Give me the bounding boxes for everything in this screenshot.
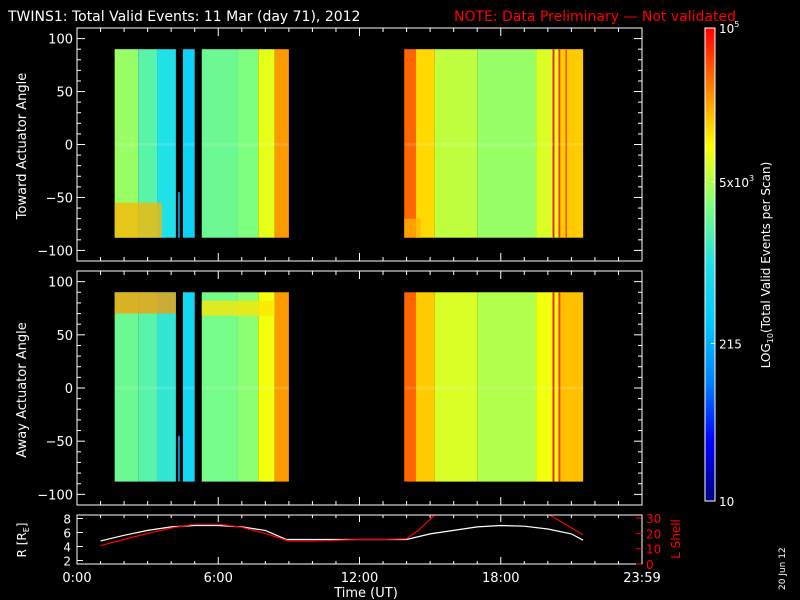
colorbar: 10 215 5x103 105 LOG10(Total Valid Events p… — [704, 20, 775, 509]
zero-band — [404, 386, 584, 390]
toward-panel: −100 −50 0 50 100 Toward Actuator Angle — [15, 27, 643, 262]
zero-band — [182, 386, 195, 390]
heatmap-block — [258, 49, 275, 238]
toward-ylabel: Toward Actuator Angle — [15, 73, 30, 220]
heatmap-streak — [178, 435, 180, 482]
chart-title: TWINS1: Total Valid Events: 11 Mar (day … — [7, 9, 360, 25]
y-tick-label: 0 — [65, 382, 73, 397]
y-tick-label: 50 — [56, 86, 73, 101]
heatmap-block — [434, 292, 478, 482]
y-tick-label: −50 — [46, 191, 73, 206]
away-axes: −100 −50 0 50 100 — [37, 271, 643, 505]
zero-band — [201, 386, 289, 390]
r-tick-label: 4 — [63, 541, 71, 555]
y-tick-label: 50 — [56, 329, 73, 344]
colorbar-tick-label: 5x103 — [719, 174, 754, 190]
heatmap-block — [114, 49, 139, 238]
heatmap-streak — [178, 192, 180, 238]
heatmap-block — [477, 49, 537, 238]
time-axis-label: Time (UT) — [333, 586, 398, 600]
colorbar-gradient — [705, 28, 715, 501]
toward-heatmap — [114, 49, 584, 238]
away-heatmap — [114, 292, 584, 482]
time-tick-label: 6:00 — [204, 571, 233, 586]
heatmap-streak — [552, 292, 555, 482]
away-ylabel: Away Actuator Angle — [15, 322, 30, 457]
heatmap-block — [157, 49, 176, 238]
zero-band — [114, 386, 176, 390]
l-shell-axis-label: L Shell — [669, 519, 683, 559]
zero-band — [182, 142, 195, 147]
heatmap-block — [201, 49, 238, 238]
l-shell-tick-label: 30 — [646, 512, 661, 526]
heatmap-block — [477, 292, 537, 482]
heatmap-block — [416, 292, 435, 482]
heatmap-enhancement — [404, 218, 421, 238]
heatmap-streak — [558, 292, 561, 482]
time-tick-label: 0:00 — [62, 571, 91, 586]
l-shell-tick-label: 20 — [646, 527, 661, 541]
heatmap-block — [201, 292, 238, 482]
toward-axes: −100 −50 0 50 100 — [37, 28, 643, 261]
y-tick-label: 100 — [48, 276, 73, 291]
colorbar-label: LOG10(Total Valid Events per Scan) — [759, 162, 775, 369]
y-tick-label: 100 — [48, 33, 73, 48]
date-stamp: 20 Jun 12 — [778, 547, 788, 590]
time-tick-label: 12:00 — [341, 571, 378, 586]
heatmap-block — [434, 49, 478, 238]
heatmap-block — [114, 292, 139, 482]
heatmap-block — [404, 49, 416, 238]
heatmap-block — [274, 292, 289, 482]
r-tick-label: 2 — [63, 555, 71, 569]
y-tick-label: −100 — [37, 244, 73, 259]
l-shell-tick-label: 0 — [646, 558, 654, 572]
preliminary-note: NOTE: Data Preliminary — Not validated — [454, 9, 736, 25]
colorbar-tick-label: 215 — [719, 337, 742, 351]
colorbar-tick-label: 10 — [719, 495, 734, 509]
r-tick-label: 6 — [63, 527, 71, 541]
away-panel: −100 −50 0 50 100 Away Actuator Angle — [15, 270, 643, 506]
heatmap-block — [404, 292, 416, 482]
colorbar-ticks: 10 215 5x103 105 — [711, 20, 754, 509]
colorbar-frame — [704, 27, 716, 502]
heatmap-block — [182, 49, 195, 238]
heatmap-streak — [552, 49, 555, 238]
y-tick-label: −100 — [37, 488, 73, 503]
heatmap-block — [138, 292, 158, 482]
time-tick-label: 18:00 — [482, 571, 519, 586]
heatmap-block — [237, 292, 259, 482]
heatmap-enhancement — [114, 202, 162, 238]
zero-band — [201, 142, 289, 147]
orbit-lines — [100, 515, 584, 547]
heatmap-enhancement — [114, 292, 176, 314]
heatmap-streak — [565, 49, 567, 238]
heatmap-block — [138, 49, 158, 238]
heatmap-streak — [558, 49, 561, 238]
y-tick-label: 0 — [65, 139, 73, 154]
zero-band — [114, 142, 176, 147]
heatmap-block — [237, 49, 259, 238]
r-tick-label: 8 — [63, 513, 71, 527]
time-tick-label: 23:59 — [623, 571, 660, 586]
l-shell-tick-label: 10 — [646, 543, 661, 557]
heatmap-block — [559, 292, 584, 482]
heatmap-block — [274, 49, 289, 238]
heatmap-block — [416, 49, 435, 238]
heatmap-block — [182, 292, 195, 482]
colorbar-tick-label: 105 — [719, 20, 739, 36]
l-shell-line — [100, 515, 584, 547]
zero-band — [404, 142, 584, 147]
heatmap-block — [157, 292, 176, 482]
y-tick-label: −50 — [46, 435, 73, 450]
heatmap-enhancement — [201, 300, 275, 316]
r-axis-label: R [RE] — [15, 523, 31, 558]
heatmap-block — [258, 292, 275, 482]
